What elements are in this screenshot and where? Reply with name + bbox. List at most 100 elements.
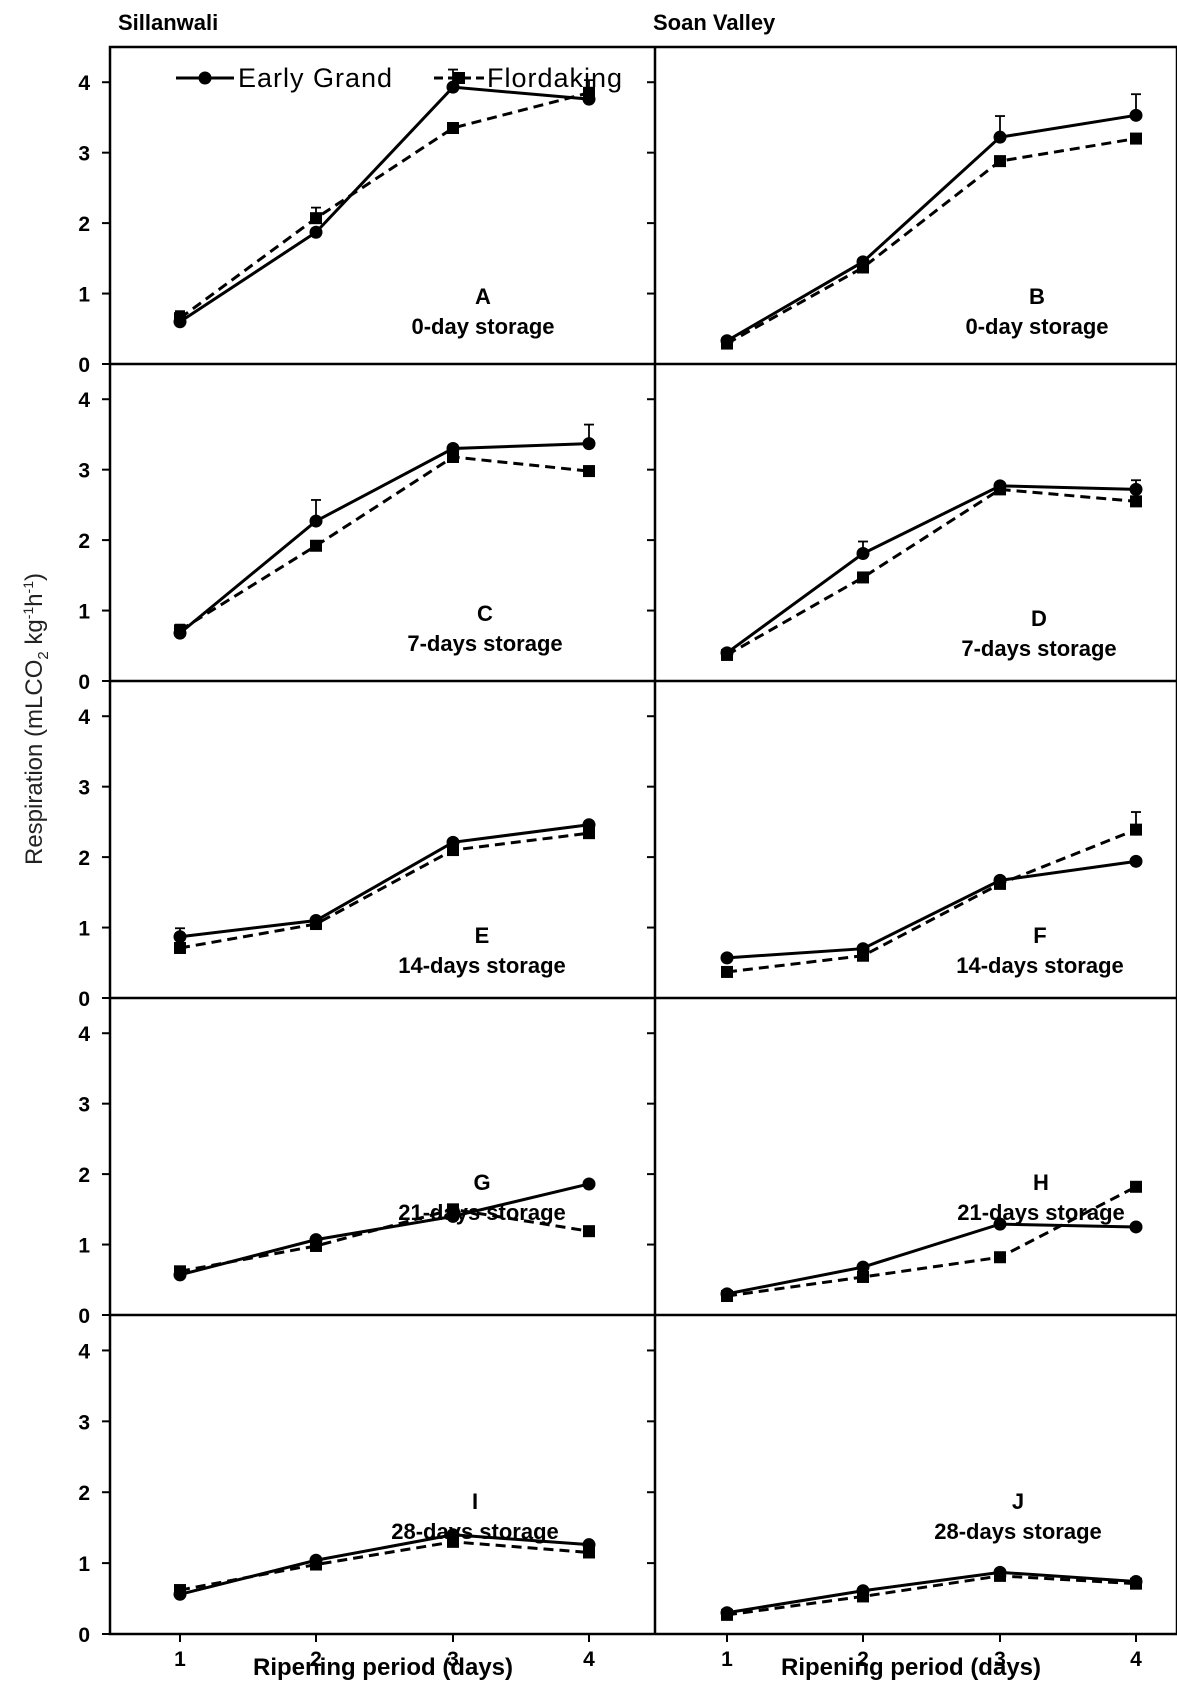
panel-b-series-flordaking-point-1 — [721, 337, 733, 350]
panel-i-series-flordaking-line — [179, 1540, 590, 1592]
panel-g-series-flordaking-point-3 — [447, 1203, 459, 1216]
legend: Early Grand Flordaking — [176, 63, 623, 93]
panel-c-ytick-label-1: 1 — [78, 601, 90, 624]
panel-j-series-flordaking-point-2 — [857, 1590, 869, 1603]
panel-e-ytick-label-4: 4 — [78, 706, 90, 729]
panel-c-storage-label: 7-days storage — [407, 631, 562, 656]
column-header-soan-valley: Soan Valley — [653, 10, 776, 35]
panel-i-series-flordaking-point-2 — [310, 1558, 322, 1571]
panel-h-series-flordaking-point-1 — [721, 1289, 733, 1302]
x-axis-label-right: Ripening period (days) — [781, 1654, 1041, 1681]
panel-d-series-flordaking-point-4 — [1130, 495, 1142, 508]
panel-e-ytick-label-0: 0 — [78, 988, 90, 1011]
legend-label-flordaking: Flordaking — [487, 63, 623, 93]
panel-i-xtick-label-2: 2 — [310, 1648, 322, 1671]
panel-j-xtick-label-2: 2 — [857, 1648, 869, 1671]
legend-label-early-grand: Early Grand — [238, 63, 393, 93]
panel-c-ytick-label-2: 2 — [78, 530, 90, 553]
panel-c-ytick-label-3: 3 — [78, 460, 90, 483]
panel-c-series-flordaking-point-1 — [174, 624, 186, 637]
y-axis-label-main: Respiration (mLCO — [21, 660, 48, 865]
panel-d-series-flordaking-point-2 — [857, 571, 869, 584]
panel-a-letter: A — [475, 284, 491, 309]
y-axis-label-close: ) — [21, 573, 48, 581]
panel-c-ytick-label-4: 4 — [78, 389, 90, 412]
panel-c-series-early-grand-line — [179, 442, 590, 635]
panel-g-series-early-grand-point-4 — [582, 1177, 596, 1191]
panel-j-storage-label: 28-days storage — [934, 1519, 1102, 1544]
panel-j-series-early-grand-line — [726, 1570, 1137, 1615]
panel-d-series-flordaking-point-1 — [721, 648, 733, 661]
panel-i-ytick-label-3: 3 — [78, 1411, 90, 1434]
panel-d-series-flordaking-point-3 — [994, 483, 1006, 496]
panel-j-series-flordaking-point-3 — [994, 1569, 1006, 1582]
panel-i-series-flordaking-point-4 — [583, 1546, 595, 1559]
panel-i-series-flordaking-point-3 — [447, 1535, 459, 1548]
panel-b-series-flordaking-point-3 — [994, 155, 1006, 168]
panel-a-series-flordaking-point-1 — [174, 312, 186, 325]
panel-h-series-flordaking-point-3 — [994, 1251, 1006, 1264]
panel-e-series-flordaking-point-3 — [447, 844, 459, 857]
y-axis-label-unit-h: h — [21, 593, 48, 606]
panel-h-series-flordaking-point-2 — [857, 1270, 869, 1283]
panel-e-series-early-grand-line — [179, 823, 590, 939]
panel-f-series-flordaking-point-2 — [857, 949, 869, 962]
panel-j-xtick-label-4: 4 — [1130, 1648, 1142, 1671]
panel-b-series-flordaking-point-2 — [857, 261, 869, 274]
x-axis-label-left: Ripening period (days) — [253, 1654, 513, 1681]
panel-a-ytick-label-0: 0 — [78, 354, 90, 377]
panel-a-series-early-grand-line — [179, 85, 590, 323]
panel-c-ytick-label-0: 0 — [78, 671, 90, 694]
y-axis-label-subscript: 2 — [35, 651, 52, 659]
panel-b-storage-label: 0-day storage — [965, 314, 1108, 339]
panel-f-series-early-grand-point-1 — [720, 951, 734, 965]
panel-g-ytick-label-4: 4 — [78, 1023, 90, 1046]
panel-a-ytick-label-1: 1 — [78, 284, 90, 307]
panel-c-series-flordaking-line — [179, 455, 590, 632]
panel-h-series-flordaking-point-4 — [1130, 1180, 1142, 1193]
panel-h-series-early-grand-point-3 — [993, 1217, 1007, 1231]
panel-a-series-flordaking-point-2 — [310, 212, 322, 225]
panel-f-series-flordaking-point-1 — [721, 965, 733, 978]
panel-g-ytick-label-3: 3 — [78, 1094, 90, 1117]
panel-c-series-flordaking-point-4 — [583, 465, 595, 478]
panel-d-series-flordaking-line — [726, 487, 1137, 657]
panel-i-storage-label: 28-days storage — [391, 1519, 559, 1544]
panel-h-series-early-grand-line — [726, 1222, 1137, 1296]
panel-g-letter: G — [473, 1170, 490, 1195]
panel-c-series-early-grand-point-2 — [309, 514, 323, 528]
panel-g-ytick-label-2: 2 — [78, 1164, 90, 1187]
panel-e-series-flordaking-line — [179, 831, 590, 950]
panel-f-storage-label: 14-days storage — [956, 953, 1124, 978]
panel-a-ytick-label-2: 2 — [78, 213, 90, 236]
panel-e-letter: E — [475, 923, 490, 948]
panels-group: 0 1 2 3 4 A 0-day storage B 0-day storage 0 1 2 3 4 C 7… — [78, 68, 1177, 1671]
panel-i-ytick-label-2: 2 — [78, 1482, 90, 1505]
panel-e-series-flordaking-point-4 — [583, 827, 595, 840]
panel-b-series-early-grand-point-3 — [993, 130, 1007, 144]
panel-e-ytick-label-1: 1 — [78, 918, 90, 941]
panel-f-series-flordaking-point-3 — [994, 877, 1006, 890]
y-axis-label-superscript-1: -1 — [20, 607, 36, 620]
legend-marker-early-grand — [198, 71, 212, 85]
panel-e-ytick-label-2: 2 — [78, 847, 90, 870]
panel-i-ytick-label-1: 1 — [78, 1553, 90, 1576]
panel-g-series-flordaking-line — [179, 1207, 590, 1273]
panel-f-series-flordaking-point-4 — [1130, 823, 1142, 836]
panel-j-series-flordaking-line — [726, 1574, 1137, 1617]
panel-g-ytick-label-1: 1 — [78, 1235, 90, 1258]
panel-e-series-flordaking-point-1 — [174, 941, 186, 954]
panel-e-ytick-label-3: 3 — [78, 777, 90, 800]
panel-g-series-flordaking-point-2 — [310, 1239, 322, 1252]
panel-g-ytick-label-0: 0 — [78, 1305, 90, 1328]
y-axis-label-superscript-2: -1 — [20, 581, 36, 594]
panel-d-series-early-grand-point-2 — [856, 546, 870, 560]
panel-a-storage-label: 0-day storage — [411, 314, 554, 339]
panel-h-series-early-grand-point-2 — [856, 1260, 870, 1274]
panel-d-series-early-grand-line — [726, 484, 1137, 655]
panel-a-series-flordaking-point-3 — [447, 122, 459, 135]
panel-j-series-flordaking-point-1 — [721, 1608, 733, 1621]
panel-i-ytick-label-4: 4 — [78, 1340, 90, 1363]
panel-a-series-flordaking-line — [179, 91, 590, 320]
